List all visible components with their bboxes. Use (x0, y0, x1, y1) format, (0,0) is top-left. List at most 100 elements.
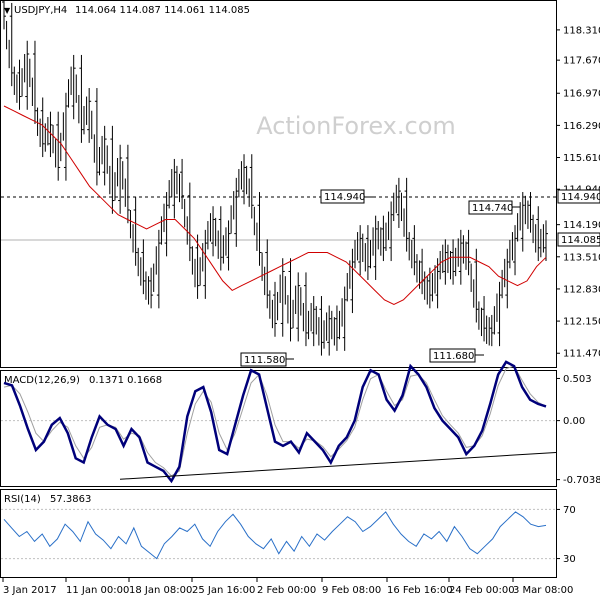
candle (466, 229, 475, 308)
candle (544, 220, 548, 262)
price-tick-label: 111.470 (563, 349, 600, 360)
price-tick-label: 113.510 (563, 252, 600, 263)
candle (125, 144, 134, 253)
svg-text:114.940: 114.940 (324, 192, 365, 203)
candle (242, 154, 250, 207)
price-tick-label: 114.190 (563, 220, 600, 231)
candlestick-series (2, 0, 548, 356)
time-tick-label: 18 Jan 08:00 (129, 585, 192, 596)
candle (133, 196, 142, 286)
svg-text:111.580: 111.580 (244, 355, 285, 366)
candle (358, 225, 366, 276)
candle (420, 248, 428, 305)
candle (118, 144, 126, 214)
time-tick-label: 9 Feb 08:00 (322, 585, 381, 596)
candle (458, 229, 467, 285)
svg-text:114.085: 114.085 (561, 235, 600, 246)
rsi-tick-label: 70 (563, 505, 576, 516)
macd-panel-frame (0, 370, 557, 487)
candle (373, 215, 382, 280)
rsi-line (3, 511, 547, 560)
candle (203, 213, 211, 299)
candle (180, 158, 188, 245)
candle (489, 293, 498, 347)
candle (334, 298, 343, 351)
candle (102, 125, 111, 195)
svg-text:111.680: 111.680 (433, 351, 474, 362)
annotation-low-1: 111.580 (240, 352, 294, 367)
price-tick-label: 112.150 (563, 317, 600, 328)
candle (211, 206, 219, 259)
candle (536, 206, 544, 262)
candle (404, 177, 413, 269)
candle (164, 169, 173, 257)
macd-tick-label: -0.7038 (563, 475, 600, 486)
time-tick-label: 25 Jan 16:00 (192, 585, 255, 596)
candle (435, 244, 444, 309)
price-tick-label: 116.970 (563, 89, 600, 100)
macd-tick-label: 0.503 (563, 374, 592, 385)
macd-trendline (119, 451, 557, 480)
candle (234, 161, 242, 247)
candle (79, 54, 88, 143)
annotation-low-2: 111.680 (429, 348, 484, 363)
candle (32, 40, 41, 147)
candle (497, 258, 506, 347)
candle (25, 40, 33, 110)
rsi-panel-frame (0, 489, 557, 578)
candle (249, 154, 258, 251)
time-tick-label: 16 Feb 16:00 (387, 585, 453, 596)
ohlc-values: 114.064 114.087 114.061 114.085 (75, 5, 250, 16)
candle (2, 0, 10, 69)
candle (257, 192, 266, 296)
candle (319, 296, 328, 356)
candle (141, 239, 150, 305)
rsi-title: RSI(14) (4, 494, 41, 505)
candle (505, 232, 513, 309)
candle (451, 238, 459, 285)
candle (56, 111, 64, 181)
time-tick-label: 24 Feb 00:00 (449, 585, 515, 596)
candle (94, 88, 103, 186)
candle (172, 158, 181, 219)
candle (195, 234, 204, 299)
candle (381, 211, 390, 262)
macd-signal-line (3, 365, 547, 477)
candle (218, 206, 227, 271)
rsi-level-lines (1, 508, 556, 560)
time-tick-label: 3 Jan 2017 (3, 585, 57, 596)
time-axis: 3 Jan 2017 11 Jan 00:00 18 Jan 08:00 25 Jan… (2, 578, 573, 596)
candle (149, 246, 157, 309)
candle (528, 192, 537, 253)
price-tick-label: 112.830 (563, 284, 600, 295)
price-tick-label: 118.310 (563, 25, 600, 36)
annotation-high-1: 114.940 (320, 189, 375, 204)
price-panel-frame (0, 0, 557, 368)
candle (288, 258, 297, 342)
candle (350, 232, 359, 314)
candle (396, 177, 405, 237)
rsi-value: 57.3863 (50, 494, 91, 505)
annotation-high-2: 114.740 (468, 200, 520, 215)
svg-text:114.940: 114.940 (561, 192, 600, 203)
candle (520, 192, 529, 252)
price-tick-label: 117.670 (563, 56, 600, 67)
candle (226, 191, 235, 271)
candle (474, 248, 482, 337)
time-tick-label: 3 Mar 08:00 (513, 585, 573, 596)
watermark: ActionForex.com (256, 112, 456, 140)
macd-line (3, 360, 547, 484)
candle (303, 272, 312, 347)
rsi-tick-label: 30 (563, 554, 576, 565)
candle (187, 182, 196, 288)
price-tick-label: 115.610 (563, 153, 600, 164)
candle (327, 305, 335, 356)
macd-tick-label: 0.00 (563, 416, 585, 427)
time-tick-label: 11 Jan 00:00 (66, 585, 129, 596)
dropdown-triangle-icon[interactable]: ▼ (4, 6, 11, 15)
candle (17, 54, 26, 110)
current-price-tag: 114.085 (557, 232, 600, 247)
candle (63, 66, 72, 181)
candle (389, 184, 397, 262)
